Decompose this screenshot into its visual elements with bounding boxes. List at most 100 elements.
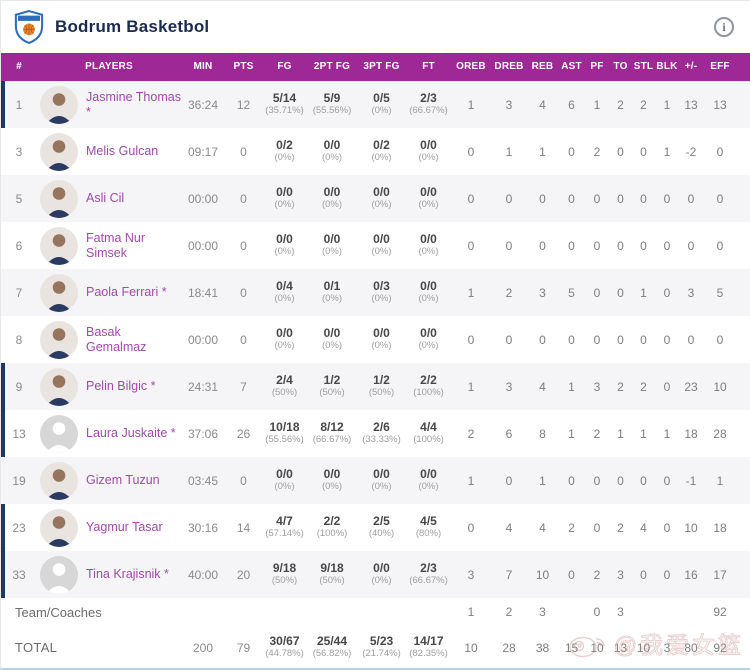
ft-cell-made-attempt: 4/4 <box>420 420 437 435</box>
player-name-link[interactable]: Gizem Tuzun <box>86 473 160 488</box>
to-value: 0 <box>617 285 624 300</box>
fg2pt-cell: 1/2 (50%) <box>307 373 357 399</box>
points-value: 0 <box>240 144 247 159</box>
fg2pt-cell-made-attempt: 0/0 <box>323 326 341 341</box>
ft-cell-made-attempt: 0/0 <box>420 326 437 341</box>
ft-cell: 4/5 (80%) <box>406 514 451 540</box>
fg-cell: 10/18 (55.56%) <box>262 420 307 446</box>
team-pf-value: 0 <box>593 605 601 619</box>
player-name-link[interactable]: Jasmine Thomas * <box>86 90 181 119</box>
fg3pt-cell-made-attempt: 0/2 <box>373 138 390 153</box>
pf-value: 0 <box>593 332 601 347</box>
player-name-link[interactable]: Pelin Bilgic * <box>86 379 156 394</box>
on-court-indicator <box>1 363 5 410</box>
fg2pt-cell-made-attempt: 0/0 <box>323 185 341 200</box>
jersey-number: 1 <box>15 97 23 112</box>
fg2pt-cell: 0/0 (0%) <box>307 185 357 211</box>
jersey-number: 6 <box>15 238 23 253</box>
total-fg-cell-percent: (44.78%) <box>265 647 304 659</box>
ft-cell-made-attempt: 0/0 <box>420 185 437 200</box>
to-value: 3 <box>617 567 624 582</box>
fg-cell-made-attempt: 10/18 <box>269 420 300 435</box>
player-name-link[interactable]: Melis Gulcan <box>86 144 159 159</box>
fg2pt-cell-percent: (0%) <box>321 480 343 492</box>
fg2pt-cell-percent: (0%) <box>321 151 343 163</box>
oreb-value: 0 <box>467 144 475 159</box>
player-photo-avatar <box>40 85 78 124</box>
player-name-link[interactable]: Laura Juskaite * <box>86 426 176 441</box>
dreb-value: 7 <box>505 567 513 582</box>
fg-cell: 0/2 (0%) <box>262 138 307 164</box>
total-reb-value: 38 <box>535 640 550 655</box>
player-cell: Jasmine Thomas * <box>37 85 181 124</box>
fg-cell-made-attempt: 0/4 <box>276 279 293 294</box>
reb-value: 1 <box>539 473 546 488</box>
total-fg3pt-cell-percent: (21.74%) <box>362 647 401 659</box>
plus-minus-value: 0 <box>687 191 695 206</box>
fg2pt-cell-percent: (50%) <box>319 386 345 398</box>
player-name-link[interactable]: Basak Gemalmaz <box>86 325 147 354</box>
team-coaches-row: Team/Coaches 1 2 3 0 3 92 <box>1 598 750 626</box>
team-logo-icon <box>13 9 45 45</box>
pf-value: 0 <box>593 191 601 206</box>
fg2pt-cell-made-attempt: 2/2 <box>323 514 341 529</box>
fg-cell-made-attempt: 0/0 <box>276 326 293 341</box>
col-header-+-: +/- <box>684 61 698 72</box>
info-icon[interactable]: i <box>714 17 734 37</box>
player-rows: 1 Jasmine Thomas * 36:24 12 5/14 (35.71%) 5/9(… <box>1 81 750 598</box>
col-header-players: PLAYERS <box>85 61 133 72</box>
player-name-link[interactable]: Fatma Nur Simsek <box>86 231 146 260</box>
fg3pt-cell-percent: (0%) <box>371 574 392 586</box>
minutes-value: 09:17 <box>187 144 219 159</box>
eff-value: 0 <box>716 238 724 253</box>
fg3pt-cell-percent: (0%) <box>371 104 392 116</box>
ft-cell-percent: (66.67%) <box>409 104 448 116</box>
ft-cell-made-attempt: 4/5 <box>420 514 437 529</box>
to-value: 0 <box>617 191 624 206</box>
dreb-value: 0 <box>505 332 513 347</box>
ft-cell-percent: (0%) <box>418 151 439 163</box>
reb-value: 10 <box>535 567 550 582</box>
stl-value: 4 <box>640 520 647 535</box>
col-header-: # <box>16 61 22 72</box>
player-name-link[interactable]: Yagmur Tasar <box>86 520 163 535</box>
player-cell: Melis Gulcan <box>37 132 181 171</box>
ft-cell: 4/4 (100%) <box>406 420 451 446</box>
fg-cell: 0/0 (0%) <box>262 326 307 352</box>
fg-cell: 0/0 (0%) <box>262 232 307 258</box>
oreb-value: 0 <box>467 332 475 347</box>
team-eff-value: 92 <box>713 605 727 619</box>
fg2pt-cell-made-attempt: 0/0 <box>323 232 341 247</box>
eff-value: 28 <box>713 426 727 441</box>
fg2pt-cell: 0/0 (0%) <box>307 326 357 352</box>
pf-value: 0 <box>593 238 601 253</box>
col-header-min: MIN <box>193 61 213 72</box>
to-value: 1 <box>617 426 624 441</box>
minutes-value: 40:00 <box>187 567 219 582</box>
player-cell: Fatma Nur Simsek <box>37 226 181 265</box>
fg3pt-cell: 0/0 (0%) <box>357 232 406 258</box>
fg-cell-made-attempt: 9/18 <box>272 561 297 576</box>
stl-value: 0 <box>640 567 647 582</box>
fg-cell-percent: (0%) <box>274 198 295 210</box>
player-name-link[interactable]: Asli Cil <box>86 191 125 206</box>
col-header-pf: PF <box>590 61 604 72</box>
ft-cell: 0/0 (0%) <box>406 467 451 493</box>
fg3pt-cell-percent: (0%) <box>371 198 392 210</box>
blk-value: 1 <box>663 97 671 112</box>
player-photo-avatar <box>40 273 78 312</box>
player-name-link[interactable]: Paola Ferrari * <box>86 285 167 300</box>
fg3pt-cell-percent: (0%) <box>371 151 392 163</box>
fg3pt-cell-made-attempt: 0/0 <box>373 232 390 247</box>
stl-value: 0 <box>640 332 647 347</box>
fg-cell-percent: (55.56%) <box>265 433 304 445</box>
player-name-link[interactable]: Tina Krajisnik * <box>86 567 169 582</box>
dreb-value: 3 <box>505 379 513 394</box>
fg3pt-cell-made-attempt: 0/5 <box>373 91 390 106</box>
pf-value: 2 <box>593 426 601 441</box>
player-row: 19 Gizem Tuzun 03:45 0 0/0 (0%) 0/0 (0%) 0/0 (0%)… <box>1 457 750 504</box>
fg2pt-cell: 0/0 (0%) <box>307 467 357 493</box>
fg-cell-percent: (0%) <box>274 339 295 351</box>
fg2pt-cell-percent: (100%) <box>316 527 348 539</box>
total-blk-value: 3 <box>663 640 671 655</box>
